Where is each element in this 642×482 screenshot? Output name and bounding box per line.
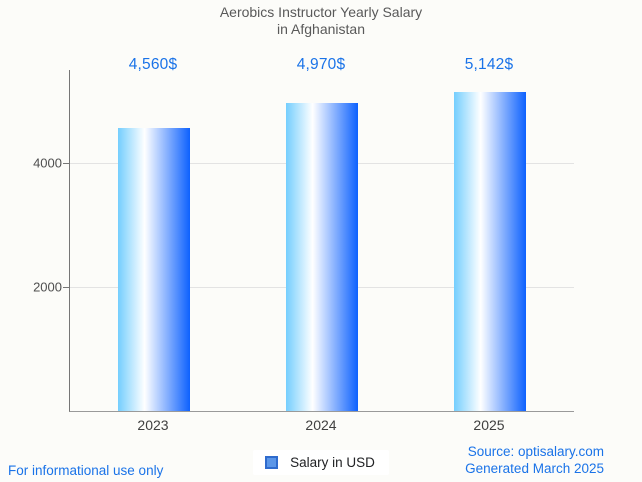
legend-inner: Salary in USD bbox=[253, 450, 389, 475]
source-link[interactable]: Source: optisalary.com bbox=[467, 444, 604, 459]
value-label-column: 4,560$ bbox=[69, 55, 237, 74]
legend-label: Salary in USD bbox=[290, 455, 375, 470]
y-tick-mark bbox=[63, 163, 69, 164]
value-labels-row: 4,560$ 4,970$ 5,142$ bbox=[69, 55, 573, 74]
value-label-column: 4,970$ bbox=[237, 55, 405, 74]
footer-source-block: Source: optisalary.com Generated March 2… bbox=[465, 443, 604, 477]
chart-title-line-1: Aerobics Instructor Yearly Salary bbox=[219, 4, 423, 20]
bar-column bbox=[238, 70, 406, 411]
chart-title-line-2: in Afghanistan bbox=[277, 21, 365, 37]
value-label: 5,142$ bbox=[464, 55, 514, 73]
chart-title: Aerobics Instructor Yearly Salary in Afg… bbox=[0, 4, 642, 38]
value-label: 4,970$ bbox=[296, 55, 346, 73]
bar[interactable] bbox=[118, 128, 190, 411]
y-tick-label: 4000 bbox=[33, 155, 62, 171]
plot-area: 2000 4000 bbox=[33, 70, 574, 412]
x-label-column: 2023 bbox=[69, 417, 237, 433]
footer-disclaimer: For informational use only bbox=[8, 463, 164, 478]
bars-layer bbox=[70, 70, 574, 411]
x-tick-label: 2023 bbox=[137, 417, 169, 433]
value-label-column: 5,142$ bbox=[405, 55, 573, 74]
legend-swatch-icon bbox=[265, 456, 279, 469]
y-tick-label: 2000 bbox=[33, 279, 62, 295]
bar[interactable] bbox=[286, 102, 358, 411]
generated-date: Generated March 2025 bbox=[465, 461, 604, 476]
x-tick-label: 2025 bbox=[473, 417, 505, 433]
bar-column bbox=[406, 70, 574, 411]
bar[interactable] bbox=[454, 92, 526, 411]
x-label-column: 2024 bbox=[237, 417, 405, 433]
legend: Salary in USD bbox=[0, 450, 642, 475]
x-tick-label: 2024 bbox=[305, 417, 337, 433]
y-tick-mark bbox=[63, 287, 69, 288]
bar-column bbox=[70, 70, 238, 411]
x-label-column: 2025 bbox=[405, 417, 573, 433]
x-axis-labels: 2023 2024 2025 bbox=[69, 417, 573, 433]
value-label: 4,560$ bbox=[128, 55, 178, 73]
